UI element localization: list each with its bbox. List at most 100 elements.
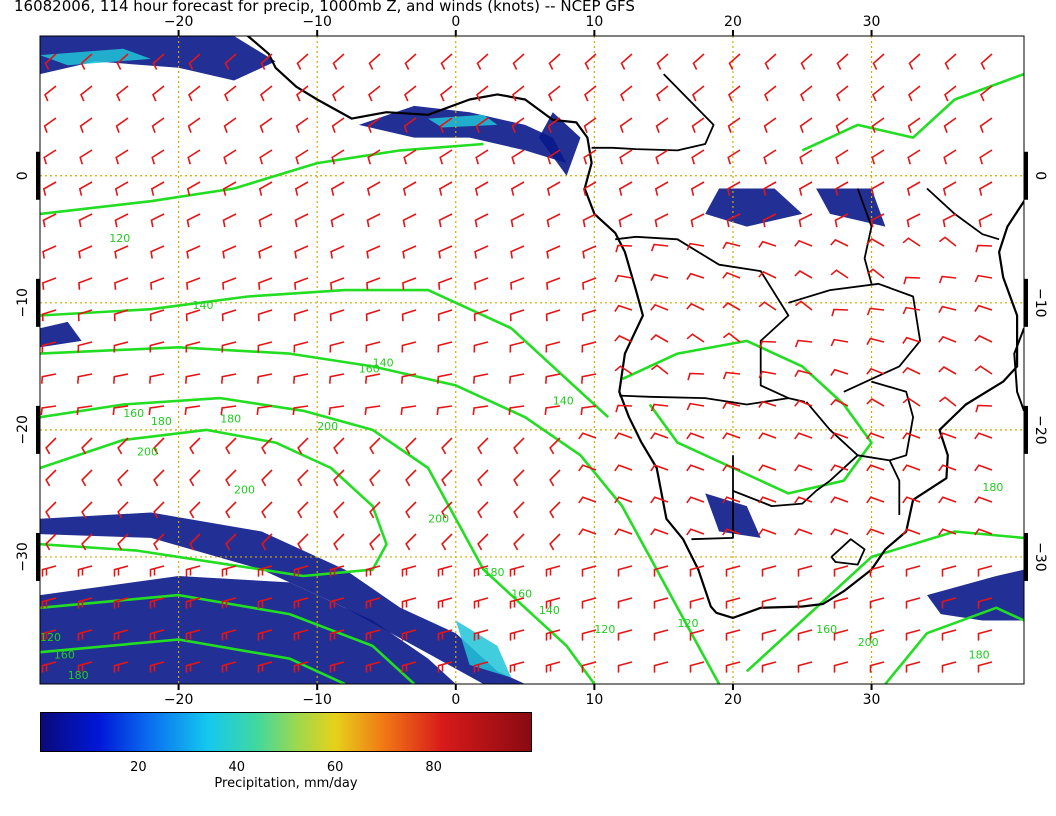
wind-barb [437,629,453,641]
contour-label: 200 [234,483,255,496]
wind-barb [223,117,237,133]
wind-barb [153,533,165,551]
wind-barb [725,661,741,673]
wind-barb [222,245,237,259]
wind-barb [257,309,273,322]
wind-barb [400,405,417,416]
contour-label: 180 [68,669,89,682]
wind-barb [830,368,849,376]
wind-barb [833,565,849,577]
wind-barb [41,565,57,577]
wind-barb [582,213,597,228]
wind-barb [41,629,57,641]
colorbar-tick-label: 80 [425,760,442,775]
wind-barb [689,597,705,609]
wind-barb [150,277,165,290]
wind-barb [149,565,165,577]
wind-barb [293,373,309,384]
wind-barb [650,364,669,375]
lon-tick-label-bottom: −20 [164,692,194,708]
wind-barb [653,597,669,609]
contour-label: 180 [969,649,990,662]
wind-barb [331,149,345,165]
wind-barb [578,496,597,504]
wind-barb [366,245,381,259]
wind-barb [512,53,525,70]
wind-barb [43,117,57,133]
wind-barb [799,149,813,165]
wind-barb [114,181,129,196]
wind-barb [473,565,489,577]
wind-barb [510,181,525,196]
wind-barb [117,469,129,487]
wind-barb [112,405,129,416]
wind-barb [650,464,669,472]
wind-barb [545,597,561,609]
wind-barb [365,341,381,353]
wind-barb [546,181,561,196]
wind-barb [441,501,453,519]
wind-barb [728,85,741,102]
lat-tick-label-right: −30 [1032,542,1048,572]
wind-barb [43,149,57,165]
wind-barb [151,117,165,133]
wind-barb [80,85,93,102]
wind-barb [722,302,741,311]
wind-barb [617,629,633,641]
wind-barb [615,244,633,253]
wind-barb [113,373,129,384]
wind-barb [761,661,777,673]
wind-barb [974,528,993,536]
wind-barb [41,373,57,384]
wind-barb [329,341,345,353]
wind-barb [225,469,237,487]
wind-barb [185,309,201,322]
wind-barb [686,464,705,472]
wind-barb [830,464,849,472]
wind-barb [365,597,381,609]
wind-barb [150,245,165,259]
wind-barb [260,53,273,70]
wind-barb [758,496,777,504]
wind-barb [830,528,849,536]
wind-barb [509,373,525,384]
wind-barb [78,213,93,228]
wind-barb [617,661,633,673]
wind-barb [902,496,921,504]
wind-barb [261,533,273,551]
wind-barb [938,335,957,343]
wind-barb [113,565,129,577]
wind-barb [369,469,381,487]
wind-barb [871,117,885,133]
wind-barb [221,661,237,673]
wind-barb [437,661,453,673]
wind-barb [974,334,993,343]
wind-barb [722,371,741,380]
wind-barb [45,501,57,519]
wind-barb [117,533,129,551]
contour-label: 180 [151,415,172,428]
wind-barb [938,236,957,247]
wind-barb [474,213,489,228]
wind-barb [294,213,309,228]
wind-barb [296,53,309,70]
wind-barb [758,432,777,440]
wind-barb [368,85,381,102]
wind-barb [546,245,561,259]
wind-barb [546,277,561,290]
wind-barb [582,181,597,196]
wind-barb [367,149,381,165]
wind-barb [800,53,813,70]
wind-barb [189,501,201,519]
wind-barb [328,405,345,416]
wind-barb [189,533,201,551]
wind-barb [438,181,453,196]
wind-barb [977,629,993,641]
wind-barb [297,437,309,455]
wind-barb [329,565,345,577]
wind-barb [225,437,237,455]
wind-barb [437,373,453,384]
wind-barb [438,245,453,259]
wind-barb [293,629,309,641]
wind-barb [369,501,381,519]
